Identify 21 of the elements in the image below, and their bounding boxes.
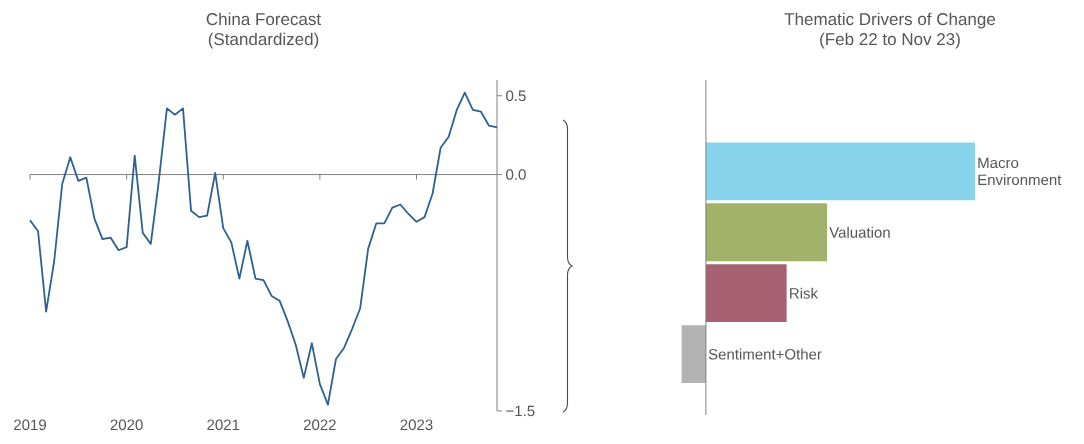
x-tick-label: 2021 bbox=[207, 419, 240, 431]
y-tick-label: Macro Environment bbox=[978, 157, 1062, 186]
chart-subtitle: (Standardized) bbox=[208, 32, 319, 49]
chart-subtitle: (Feb 22 to Nov 23) bbox=[820, 32, 960, 49]
x-tick-label: 2022 bbox=[303, 419, 336, 431]
y-tick-label: 0.0 bbox=[506, 169, 526, 180]
chart-title: China Forecast bbox=[206, 12, 321, 26]
bar bbox=[705, 203, 827, 262]
bar bbox=[705, 264, 787, 323]
y-tick-label: 0.5 bbox=[506, 90, 526, 102]
chart-title: Thematic Drivers of Change bbox=[784, 12, 996, 29]
y-tick-label: Valuation bbox=[829, 226, 890, 238]
x-tick-label: 2023 bbox=[400, 419, 433, 431]
y-tick-label: Risk bbox=[790, 287, 819, 299]
x-tick-label: 2019 bbox=[14, 419, 46, 431]
bar bbox=[705, 142, 975, 201]
bar bbox=[681, 325, 706, 384]
x-tick-label: 2020 bbox=[110, 419, 143, 431]
y-tick-label: Sentiment+Other bbox=[708, 348, 822, 360]
y-tick-label: −1.5 bbox=[506, 405, 535, 417]
line-series bbox=[29, 91, 498, 406]
